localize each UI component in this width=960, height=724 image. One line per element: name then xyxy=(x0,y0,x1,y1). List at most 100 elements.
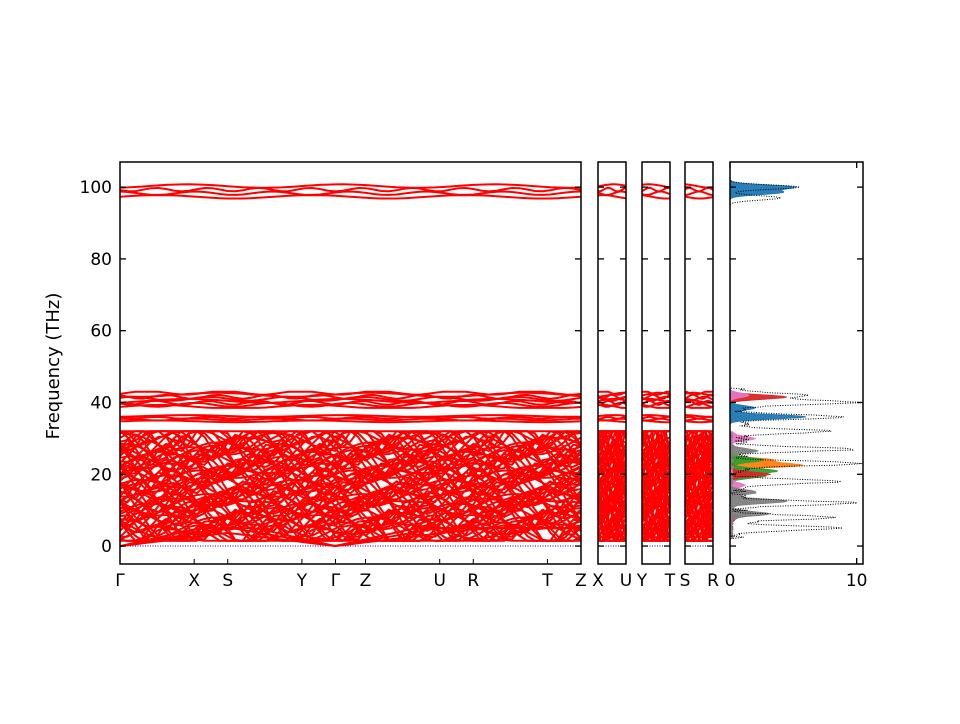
band-line xyxy=(120,475,581,505)
band-line xyxy=(120,478,581,508)
band-line xyxy=(598,186,626,193)
band-line xyxy=(120,517,581,542)
band-lines xyxy=(642,183,670,547)
band-line xyxy=(120,430,581,448)
dos-x-tick-label: 0 xyxy=(725,571,736,591)
band-line xyxy=(642,393,670,400)
kpoint-label: Γ xyxy=(115,571,125,591)
band-line xyxy=(120,390,581,396)
band-line xyxy=(120,414,581,418)
band-line xyxy=(120,460,581,489)
band-line xyxy=(598,194,626,200)
kpoint-label: T xyxy=(664,571,676,591)
band-line xyxy=(685,401,713,408)
band-line xyxy=(120,524,581,542)
band-line xyxy=(598,190,626,196)
band-line xyxy=(120,431,581,461)
band-line xyxy=(120,417,581,422)
band-line xyxy=(120,403,581,409)
kpoint-label: Z xyxy=(575,571,587,591)
kpoint-label: U xyxy=(433,571,445,591)
band-line xyxy=(642,441,670,461)
band-line xyxy=(685,405,713,409)
band-line xyxy=(120,435,581,463)
band-line xyxy=(685,512,713,531)
band-line xyxy=(120,436,581,465)
band-line xyxy=(120,506,581,536)
band-line xyxy=(120,194,581,200)
band-line xyxy=(642,456,670,486)
band-line xyxy=(598,430,626,445)
band-line xyxy=(120,489,581,519)
band-line xyxy=(598,415,626,420)
band-line xyxy=(120,419,581,424)
band-line xyxy=(120,190,581,196)
band-line xyxy=(642,414,670,418)
band-line xyxy=(120,449,581,478)
y-tick-label: 80 xyxy=(90,250,112,270)
kpoint-label: X xyxy=(188,571,200,591)
band-line xyxy=(120,437,581,467)
band-line xyxy=(120,496,581,525)
band-line xyxy=(685,420,713,424)
band-line xyxy=(120,483,581,512)
dos-partial-area xyxy=(730,172,757,547)
band-line xyxy=(120,415,581,420)
band-line xyxy=(120,464,581,494)
band-line xyxy=(598,183,626,188)
band-line xyxy=(120,458,581,487)
y-tick-label: 60 xyxy=(90,322,112,342)
band-line xyxy=(642,186,670,193)
band-line xyxy=(120,430,581,447)
band-line xyxy=(120,441,581,470)
band-line xyxy=(120,444,581,473)
band-line xyxy=(120,498,581,528)
y-tick-label: 40 xyxy=(90,393,112,413)
dos-partial-area xyxy=(730,172,788,547)
band-line xyxy=(120,399,581,406)
band-line xyxy=(120,463,581,492)
kpoint-label: Γ xyxy=(331,571,341,591)
band-line xyxy=(120,442,581,472)
band-line xyxy=(642,190,670,196)
band-lines xyxy=(598,183,626,547)
kpoint-label: Y xyxy=(636,571,648,591)
y-tick-label: 100 xyxy=(80,178,112,198)
panel-frame xyxy=(641,161,671,565)
kpoint-label: U xyxy=(620,571,632,591)
y-tick-label: 20 xyxy=(90,465,112,485)
band-line xyxy=(120,430,581,456)
band-line xyxy=(120,186,581,193)
kpoint-label: Z xyxy=(360,571,372,591)
band-line xyxy=(685,438,713,456)
band-line xyxy=(120,521,581,542)
band-line xyxy=(120,502,581,531)
band-lines xyxy=(120,183,581,548)
kpoint-label: T xyxy=(541,571,553,591)
dos-total-curve xyxy=(730,172,863,547)
band-line xyxy=(120,393,581,400)
panel-frame xyxy=(684,161,714,565)
kpoint-label: Y xyxy=(296,571,308,591)
band-line xyxy=(120,470,581,500)
band-line xyxy=(642,430,670,434)
band-line xyxy=(685,430,713,444)
band-line xyxy=(598,390,626,396)
band-line xyxy=(120,527,581,548)
kpoint-label: X xyxy=(592,571,604,591)
band-line xyxy=(120,183,581,189)
kpoint-label: R xyxy=(707,571,719,591)
panel-frame xyxy=(119,161,582,565)
kpoint-label: R xyxy=(467,571,479,591)
band-line xyxy=(120,469,581,498)
band-line xyxy=(685,414,713,418)
band-line xyxy=(120,513,581,542)
